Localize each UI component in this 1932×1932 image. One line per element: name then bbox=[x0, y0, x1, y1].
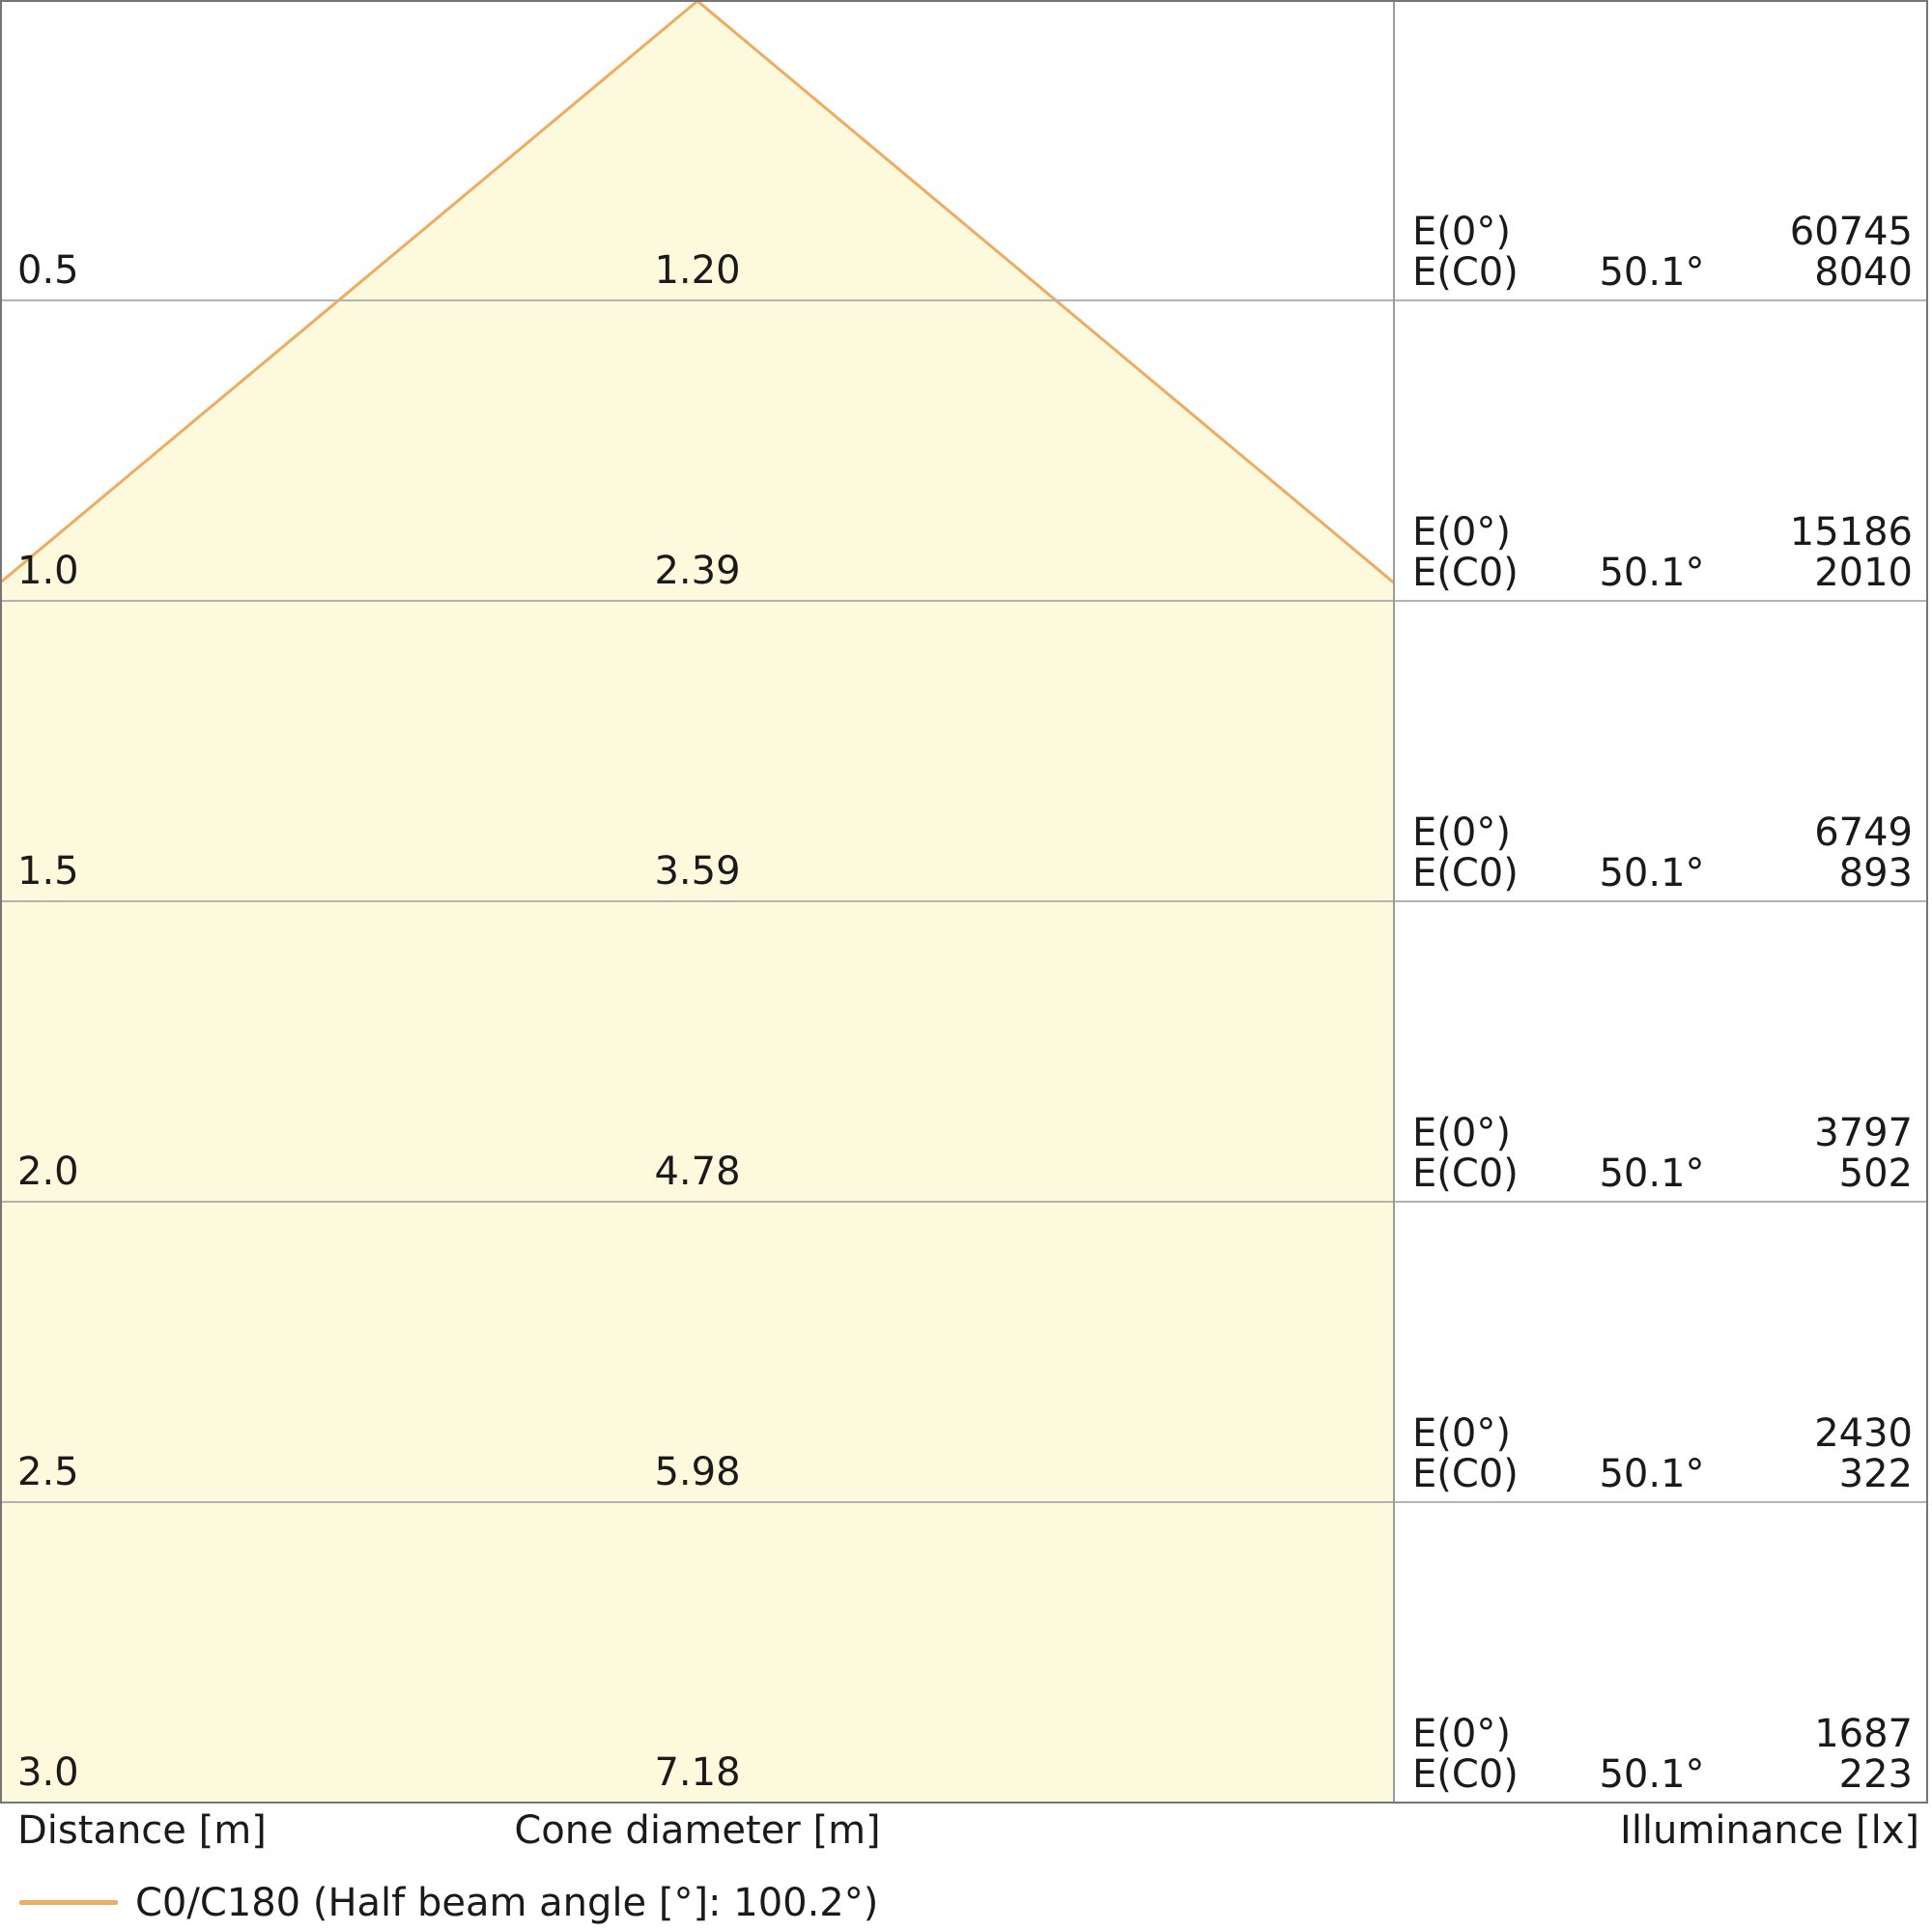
chart-border bbox=[0, 0, 1928, 1804]
ec0-angle: 50.1° bbox=[1599, 851, 1705, 895]
ec0-value: 2010 bbox=[1814, 551, 1913, 595]
ec0-label: E(C0) bbox=[1412, 1452, 1519, 1496]
e0-label: E(0°) bbox=[1412, 810, 1511, 855]
e0-value: 60745 bbox=[1789, 210, 1913, 254]
cone-diameter-value: 5.98 bbox=[654, 1450, 741, 1494]
ec0-label: E(C0) bbox=[1412, 1752, 1519, 1797]
ec0-angle: 50.1° bbox=[1599, 551, 1705, 595]
cone-diameter-value: 2.39 bbox=[654, 549, 741, 593]
illuminance-row: E(0°) 2430 E(C0) 50.1° 322 bbox=[1412, 1413, 1913, 1494]
e0-label: E(0°) bbox=[1412, 1111, 1511, 1155]
cone-diameter-value: 3.59 bbox=[654, 849, 741, 894]
cone-edge-left bbox=[0, 0, 698, 584]
e0-label: E(0°) bbox=[1412, 210, 1511, 254]
distance-axis-label: Distance [m] bbox=[17, 1808, 267, 1853]
cone-diameter-value: 1.20 bbox=[654, 248, 741, 293]
ec0-angle: 50.1° bbox=[1599, 1752, 1705, 1797]
e0-label: E(0°) bbox=[1412, 510, 1511, 554]
illuminance-row: E(0°) 6749 E(C0) 50.1° 893 bbox=[1412, 812, 1913, 894]
light-cone-chart: 0.5 1.20 E(0°) 60745 E(C0) 50.1° 8040 1.0 2.39 E(… bbox=[0, 0, 1928, 1804]
e0-label: E(0°) bbox=[1412, 1411, 1511, 1456]
cone-diameter-value: 4.78 bbox=[654, 1150, 741, 1194]
illuminance-row: E(0°) 15186 E(C0) 50.1° 2010 bbox=[1412, 512, 1913, 593]
cone-edge-right bbox=[696, 0, 1395, 584]
ec0-value: 8040 bbox=[1814, 250, 1913, 295]
legend: C0/C180 (Half beam angle [°]: 100.2°) bbox=[0, 1874, 1932, 1932]
ec0-label: E(C0) bbox=[1412, 851, 1519, 895]
cone-diameter-axis-label: Cone diameter [m] bbox=[514, 1808, 881, 1853]
e0-value: 15186 bbox=[1789, 510, 1913, 554]
distance-tick-label: 0.5 bbox=[17, 248, 79, 293]
e0-value: 1687 bbox=[1814, 1712, 1913, 1756]
ec0-value: 322 bbox=[1838, 1452, 1913, 1496]
illuminance-axis-label: Illuminance [lx] bbox=[1620, 1808, 1919, 1853]
illuminance-row: E(0°) 3797 E(C0) 50.1° 502 bbox=[1412, 1113, 1913, 1194]
ec0-angle: 50.1° bbox=[1599, 1151, 1705, 1196]
ec0-label: E(C0) bbox=[1412, 250, 1519, 295]
ec0-angle: 50.1° bbox=[1599, 1452, 1705, 1496]
e0-label: E(0°) bbox=[1412, 1712, 1511, 1756]
ec0-value: 223 bbox=[1838, 1752, 1913, 1797]
e0-value: 3797 bbox=[1814, 1111, 1913, 1155]
legend-label: C0/C180 (Half beam angle [°]: 100.2°) bbox=[135, 1881, 879, 1925]
ec0-label: E(C0) bbox=[1412, 1151, 1519, 1196]
ec0-value: 502 bbox=[1838, 1151, 1913, 1196]
illuminance-row: E(0°) 1687 E(C0) 50.1° 223 bbox=[1412, 1714, 1913, 1795]
distance-tick-label: 2.0 bbox=[17, 1150, 79, 1194]
distance-tick-label: 2.5 bbox=[17, 1450, 79, 1494]
legend-line-swatch bbox=[19, 1900, 118, 1905]
ec0-value: 893 bbox=[1838, 851, 1913, 895]
e0-value: 6749 bbox=[1814, 810, 1913, 855]
ec0-label: E(C0) bbox=[1412, 551, 1519, 595]
illuminance-row: E(0°) 60745 E(C0) 50.1° 8040 bbox=[1412, 212, 1913, 293]
ec0-angle: 50.1° bbox=[1599, 250, 1705, 295]
distance-tick-label: 1.0 bbox=[17, 549, 79, 593]
distance-tick-label: 1.5 bbox=[17, 849, 79, 894]
e0-value: 2430 bbox=[1814, 1411, 1913, 1456]
cone-diameter-value: 7.18 bbox=[654, 1750, 741, 1795]
distance-tick-label: 3.0 bbox=[17, 1750, 79, 1795]
